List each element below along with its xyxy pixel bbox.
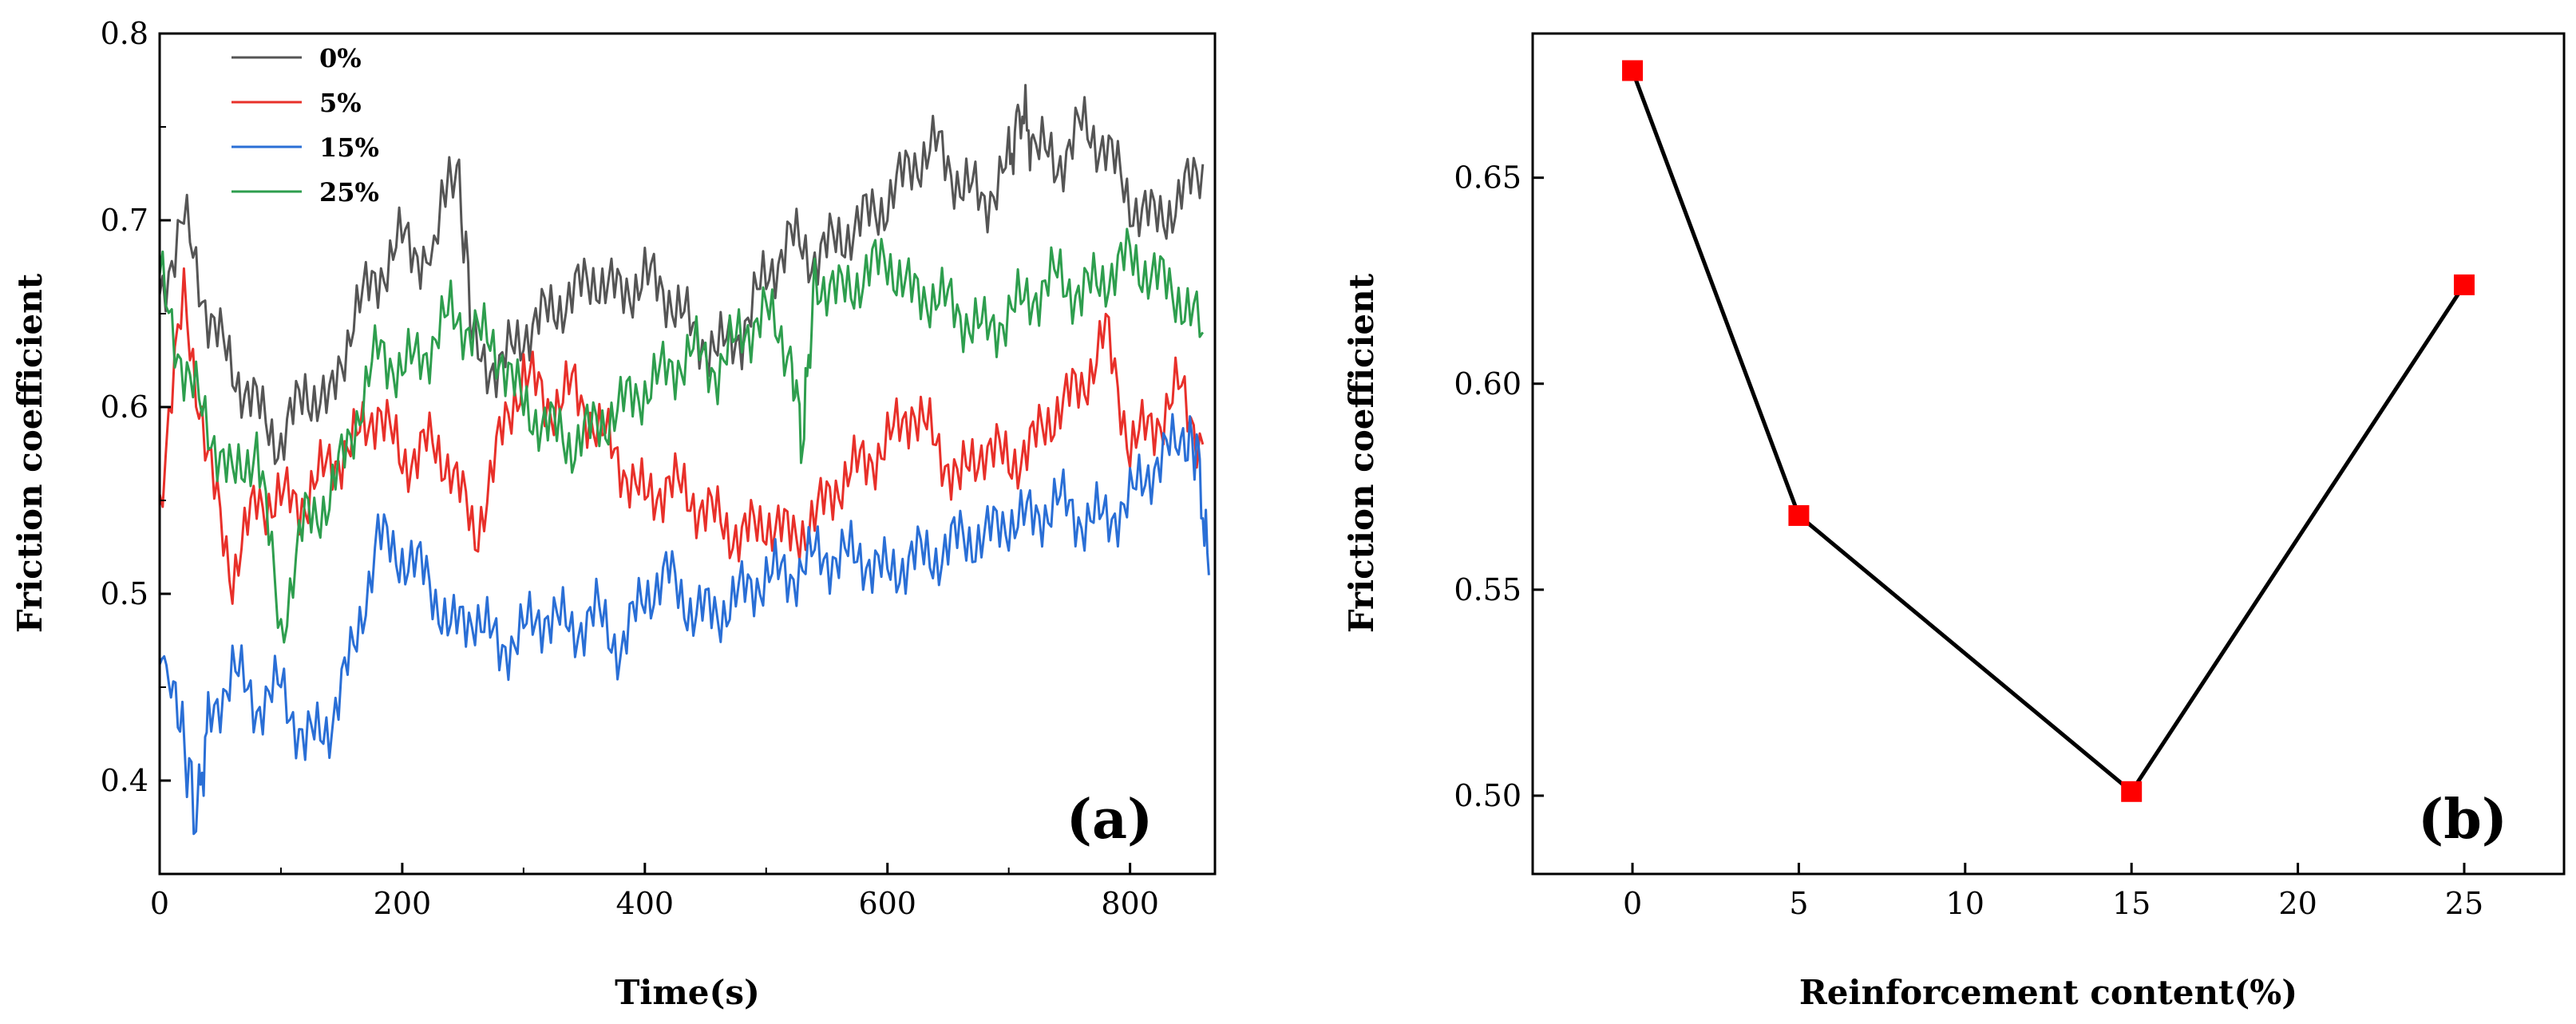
panel-b-label: (b) — [2418, 788, 2507, 852]
legend: 0% 5% 15% 25% — [231, 43, 379, 208]
series-line-4 — [158, 227, 1205, 644]
x-tick-label: 5 — [1789, 886, 1808, 921]
y-tick-label: 0.60 — [1454, 366, 1521, 401]
legend-label-4: 25% — [319, 177, 379, 208]
x-tick-label: 10 — [1946, 886, 1984, 921]
plot-a-series — [158, 84, 1210, 836]
data-point — [2453, 274, 2475, 295]
y-tick-label: 0.4 — [101, 763, 148, 798]
legend-label-2: 5% — [319, 88, 362, 118]
x-tick-label: 25 — [2445, 886, 2483, 921]
y-tick-label: 0.8 — [101, 16, 148, 51]
data-point — [1788, 504, 1810, 526]
y-tick-label: 0.55 — [1454, 572, 1521, 607]
panel-b-xlabel: Reinforcement content(%) — [1799, 973, 2297, 1012]
y-tick-label: 0.50 — [1454, 778, 1521, 813]
plot-a-frame — [158, 32, 1217, 876]
x-tick-label: 600 — [858, 886, 916, 921]
panel-b-ylabel: Friction coefficient — [1342, 273, 1381, 633]
y-tick-label: 0.6 — [101, 389, 148, 425]
plot-b-frame — [1531, 32, 2566, 876]
x-tick-label: 15 — [2112, 886, 2151, 921]
panel-a: 0 200 400 600 800 0.4 0.5 0.6 0.7 0.8 Time(s) Fri… — [10, 16, 1217, 1012]
plot-b-ticks: 0 5 10 15 20 25 0.50 0.55 0.60 0.65 — [1454, 160, 2483, 921]
legend-label-3: 15% — [319, 132, 379, 163]
panel-b: 0 5 10 15 20 25 0.50 0.55 0.60 0.65 Reinforcement… — [1342, 32, 2566, 1012]
plot-b-series — [1622, 60, 2475, 802]
panel-a-ylabel: Friction coefficient — [10, 273, 49, 633]
series-line-1 — [1630, 69, 2467, 794]
series-line-1 — [158, 84, 1205, 465]
series-line-2 — [158, 267, 1205, 605]
panel-a-xlabel: Time(s) — [615, 973, 760, 1012]
panel-a-label: (a) — [1066, 788, 1153, 852]
y-tick-label: 0.7 — [101, 203, 148, 238]
y-tick-label: 0.5 — [101, 576, 148, 611]
series-line-3 — [158, 413, 1210, 836]
data-point — [1622, 60, 1644, 81]
x-tick-label: 800 — [1101, 886, 1159, 921]
x-tick-label: 20 — [2278, 886, 2317, 921]
y-tick-label: 0.65 — [1454, 160, 1521, 196]
x-tick-label: 400 — [616, 886, 675, 921]
x-tick-label: 200 — [374, 886, 432, 921]
data-point — [2121, 781, 2143, 802]
legend-label-1: 0% — [319, 43, 362, 73]
x-tick-label: 0 — [150, 886, 169, 921]
plot-a-ticks: 0 200 400 600 800 0.4 0.5 0.6 0.7 0.8 — [101, 16, 1159, 921]
x-tick-label: 0 — [1623, 886, 1642, 921]
